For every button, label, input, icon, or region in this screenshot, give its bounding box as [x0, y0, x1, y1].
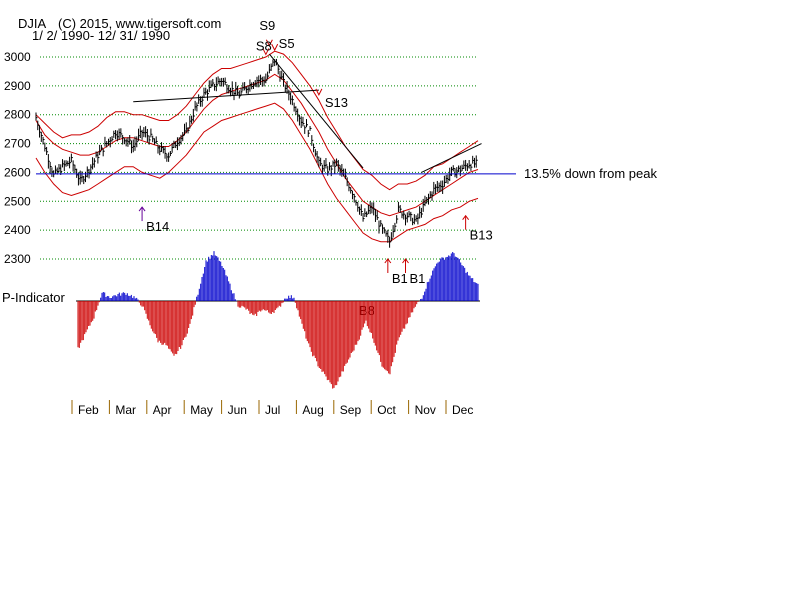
y-axis-labels: 3000 2900 2800 2700 2600 2500 2400 2300 — [4, 50, 31, 266]
trendline-uptrend — [421, 143, 482, 173]
y-tick-label: 2900 — [4, 79, 31, 93]
month-label: Aug — [302, 403, 323, 417]
signal-arrowhead — [462, 214, 470, 221]
signal-arrowhead — [138, 206, 146, 212]
signal-label-s13: S13 — [325, 95, 348, 110]
signal-label-b1: B1 — [410, 271, 426, 286]
y-tick-label: 2800 — [4, 108, 31, 122]
p-indicator-label: P-Indicator — [2, 290, 66, 305]
month-label: Feb — [78, 403, 99, 417]
price-bars — [35, 58, 478, 248]
month-label: Jul — [265, 403, 280, 417]
signal-label-s9: S9 — [259, 18, 275, 33]
month-label: May — [190, 403, 213, 417]
trendlines — [133, 53, 482, 173]
signals: S9S8S5S13B14B1B1B13B8 — [138, 18, 493, 318]
month-label: Mar — [115, 403, 136, 417]
trendline-neckline — [133, 89, 319, 103]
p-indicator-bars — [77, 251, 479, 389]
signal-label-s8: S8 — [256, 38, 272, 53]
month-label: Oct — [377, 403, 396, 417]
month-label: Sep — [340, 403, 362, 417]
y-tick-label: 2500 — [4, 194, 31, 208]
month-label: Nov — [415, 403, 436, 417]
signal-label-b13: B13 — [470, 228, 493, 243]
signal-arrow — [271, 43, 279, 52]
y-tick-label: 3000 — [4, 50, 31, 64]
y-tick-label: 2400 — [4, 223, 31, 237]
signal-arrow — [265, 39, 273, 47]
month-label: Dec — [452, 403, 473, 417]
signal-label-b1: B1 — [392, 271, 408, 286]
trendline-downtrend — [268, 53, 364, 169]
y-tick-label: 2600 — [4, 165, 31, 179]
signal-arrowhead — [402, 258, 409, 264]
chart-title: DJIA — [18, 16, 47, 31]
signal-arrow — [262, 48, 270, 56]
signal-arrow — [315, 88, 323, 96]
y-tick-label: 2700 — [4, 137, 31, 151]
signal-arrowhead — [384, 258, 392, 264]
month-label: Apr — [153, 403, 172, 417]
chart-date-range: 1/ 2/ 1990- 12/ 31/ 1990 — [32, 28, 170, 43]
signal-label-b14: B14 — [146, 219, 169, 234]
signal-label-s5: S5 — [279, 36, 295, 51]
y-tick-label: 2300 — [4, 252, 31, 266]
chart-copyright: (C) 2015, www.tigersoft.com — [58, 16, 221, 31]
lower-band-line — [35, 102, 479, 243]
reference-label: 13.5% down from peak — [524, 166, 657, 181]
month-axis: Feb Mar Apr May Jun Jul Aug Sep Oct Nov Dec — [71, 400, 473, 417]
upper-band-line — [35, 50, 479, 191]
month-label: Jun — [228, 403, 247, 417]
